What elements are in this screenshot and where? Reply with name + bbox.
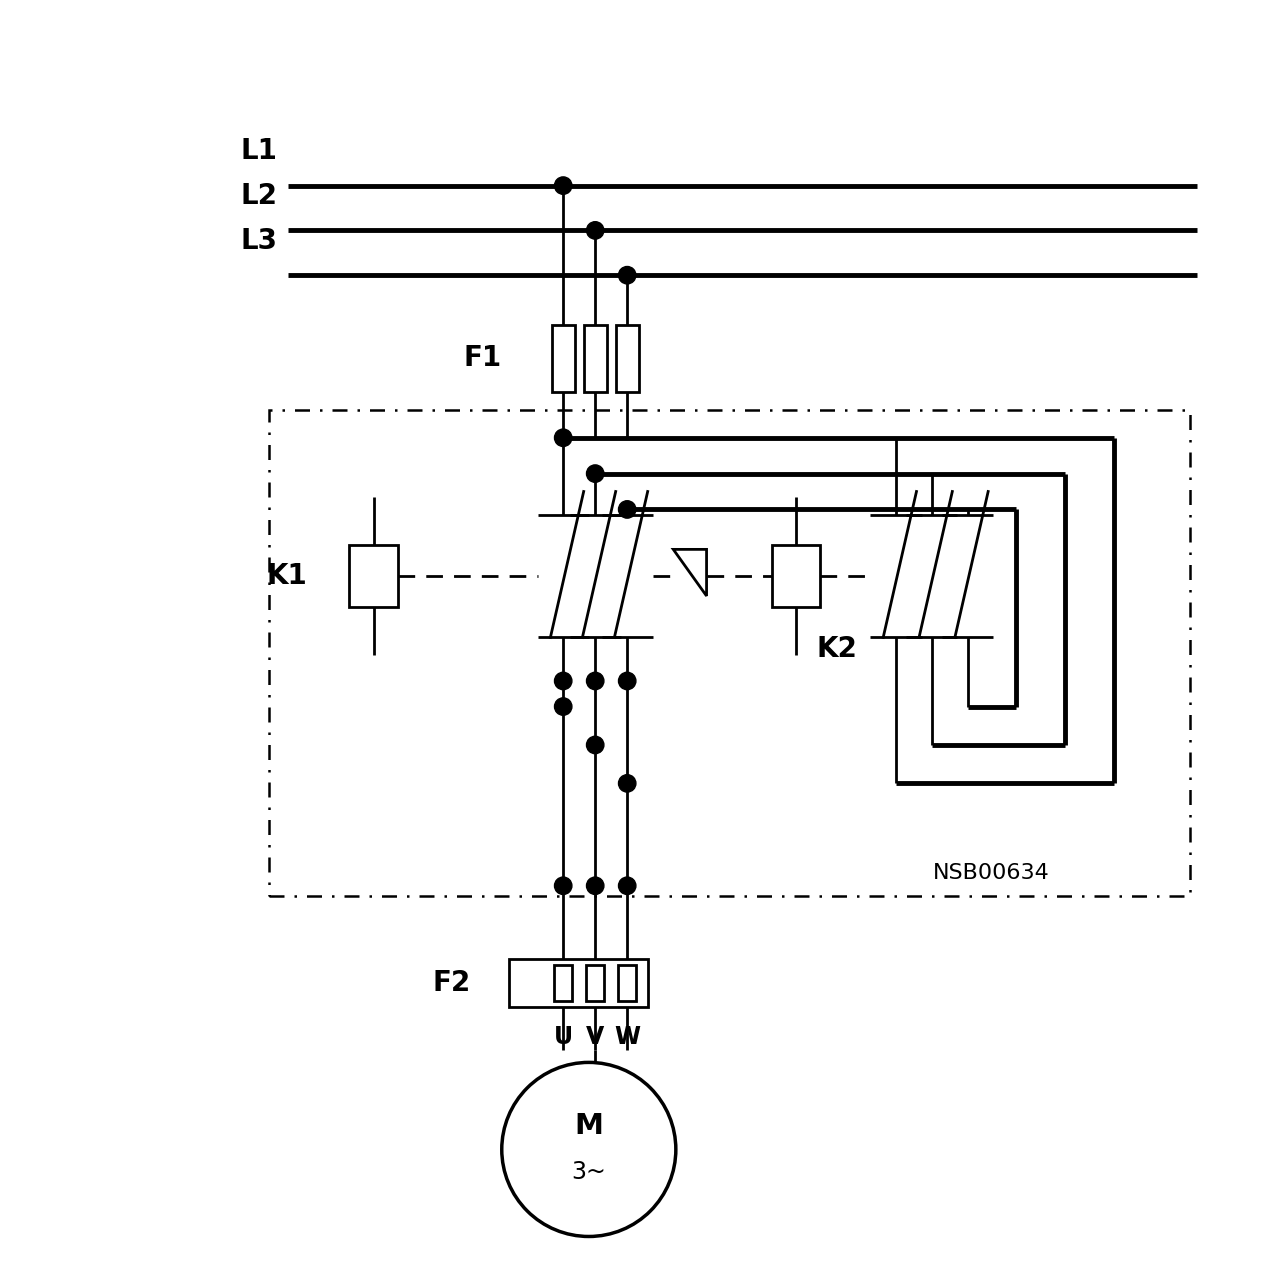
Text: L2: L2 xyxy=(241,182,278,210)
Circle shape xyxy=(618,877,636,895)
Bar xyxy=(552,325,575,392)
Text: NSB00634: NSB00634 xyxy=(933,863,1050,883)
Text: 3~: 3~ xyxy=(571,1161,607,1184)
Text: W: W xyxy=(614,1025,640,1048)
Text: K2: K2 xyxy=(817,635,858,663)
Circle shape xyxy=(618,774,636,792)
Circle shape xyxy=(586,465,604,483)
Text: U: U xyxy=(554,1025,572,1048)
Text: F2: F2 xyxy=(433,969,471,997)
Bar xyxy=(554,965,572,1001)
Text: L1: L1 xyxy=(241,137,278,165)
Bar xyxy=(349,545,398,607)
Circle shape xyxy=(554,429,572,447)
Text: M: M xyxy=(575,1112,603,1140)
Text: V: V xyxy=(586,1025,604,1048)
Circle shape xyxy=(618,266,636,284)
Circle shape xyxy=(554,877,572,895)
Bar xyxy=(618,965,636,1001)
Circle shape xyxy=(554,672,572,690)
Circle shape xyxy=(554,177,572,195)
Bar xyxy=(269,410,1190,896)
Text: K1: K1 xyxy=(266,562,307,590)
Circle shape xyxy=(618,672,636,690)
Circle shape xyxy=(586,221,604,239)
Bar xyxy=(584,325,607,392)
Text: L3: L3 xyxy=(241,227,278,255)
Circle shape xyxy=(554,698,572,716)
Bar xyxy=(509,959,648,1007)
Circle shape xyxy=(586,877,604,895)
Circle shape xyxy=(586,672,604,690)
Bar xyxy=(586,965,604,1001)
Circle shape xyxy=(618,500,636,518)
Bar xyxy=(616,325,639,392)
Bar xyxy=(772,545,820,607)
Circle shape xyxy=(586,736,604,754)
Text: F1: F1 xyxy=(463,344,502,372)
